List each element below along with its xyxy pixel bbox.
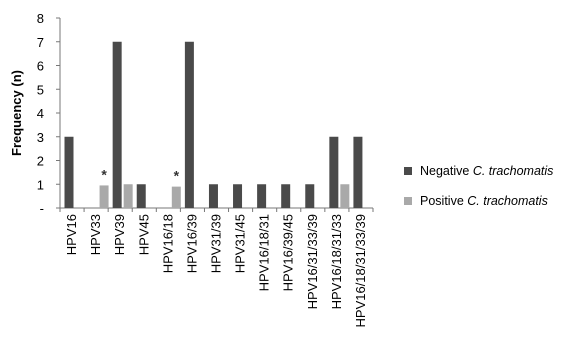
- x-tick-label: HPV16: [64, 214, 79, 255]
- y-axis-label: Frequency (n): [9, 70, 24, 156]
- bar-negative: [353, 136, 363, 208]
- bar-negative: [281, 184, 291, 208]
- bar-positive: [171, 186, 181, 208]
- y-tick-label: 6: [37, 59, 44, 74]
- x-tick-label: HPV31/45: [233, 214, 248, 273]
- bar-negative: [329, 136, 339, 208]
- bar-negative: [233, 184, 243, 208]
- x-tick-label: HPV16/18/31: [257, 214, 272, 291]
- x-tick-label: HPV16/18/31/33/39: [353, 214, 368, 327]
- bars: [64, 41, 363, 208]
- bar-positive: [340, 184, 350, 208]
- y-tick-label: 1: [37, 177, 44, 192]
- y-tick-label: 5: [37, 82, 44, 97]
- annotation-asterisk: *: [174, 168, 180, 184]
- y-tick-label: 4: [37, 106, 44, 121]
- legend-entry: Negative C. trachomatis: [420, 164, 553, 178]
- y-tick-label: 8: [37, 11, 44, 26]
- bar-negative: [136, 184, 146, 208]
- x-tick-label: HPV45: [136, 214, 151, 255]
- y-tick-label: 3: [37, 130, 44, 145]
- x-tick-label: HPV39: [112, 214, 127, 255]
- bar-negative: [112, 41, 122, 208]
- bar-negative: [305, 184, 315, 208]
- x-tick-label: HPV31/39: [209, 214, 224, 273]
- bar-positive: [123, 184, 133, 208]
- legend-entry: Positive C. trachomatis: [420, 194, 548, 208]
- annotation-asterisk: *: [101, 166, 107, 182]
- y-tick-label: 7: [37, 35, 44, 50]
- bar-negative: [257, 184, 267, 208]
- x-tick-label: HPV16/39/45: [281, 214, 296, 291]
- annotations: * *: [101, 166, 179, 183]
- x-tick-label: HPV33: [88, 214, 103, 255]
- legend: Negative C. trachomatis Positive C. trach…: [404, 164, 553, 208]
- y-axis: - 1 2 3 4 5 6 7 8: [37, 11, 61, 216]
- x-tick-label: HPV16/18/31/33: [329, 214, 344, 309]
- bar-negative: [208, 184, 218, 208]
- legend-swatch: [404, 167, 412, 175]
- y-tick-label: -: [40, 201, 44, 216]
- bar-positive: [99, 185, 109, 208]
- y-tick-label: 2: [37, 154, 44, 169]
- bar-negative: [64, 136, 74, 208]
- x-tick-label: HPV16/31/33/39: [305, 214, 320, 309]
- bar-negative: [184, 41, 194, 208]
- x-tick-label: HPV16/39: [184, 214, 199, 273]
- x-axis: HPV16 HPV33 HPV39 HPV45 HPV16/18 HPV16/39 HPV3…: [59, 207, 374, 327]
- x-tick-label: HPV16/18: [160, 214, 175, 273]
- legend-swatch: [404, 197, 412, 205]
